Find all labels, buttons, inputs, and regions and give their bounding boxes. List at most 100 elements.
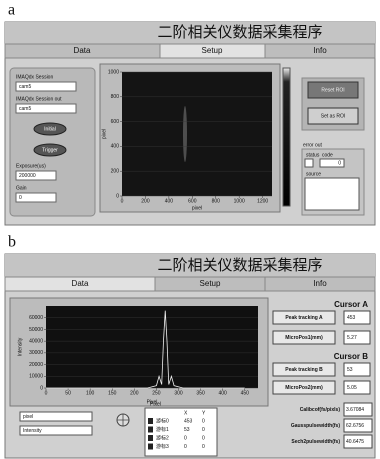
result-value: 62.6756 xyxy=(346,423,364,429)
cluster-label: error out xyxy=(303,142,323,148)
x-tick-label: 1200 xyxy=(257,198,268,204)
cell: 453 xyxy=(184,418,193,424)
table-title: Pixel xyxy=(150,401,161,407)
y-tick-label: 10000 xyxy=(29,374,43,380)
x-tick-label: 600 xyxy=(188,198,197,204)
y-tick-label: 0 xyxy=(40,385,43,391)
y-tick-label: 0 xyxy=(116,193,119,199)
button-label[interactable]: Initial xyxy=(44,126,56,132)
y-tick-label: 60000 xyxy=(29,315,43,321)
x-tick-label: 400 xyxy=(218,390,227,396)
numeric-field[interactable] xyxy=(16,193,56,202)
app-title: 二阶相关仪数据采集程序 xyxy=(157,257,322,274)
button-label[interactable]: Set as ROI xyxy=(321,113,345,119)
beam-spot xyxy=(183,106,187,162)
tab-label[interactable]: Data xyxy=(72,279,89,288)
result-label: Sech2pulsewidth(fs) xyxy=(291,439,340,445)
cursor-name: 游标3 xyxy=(156,443,169,450)
y-tick-label: 40000 xyxy=(29,338,43,344)
cursor-swatch xyxy=(148,427,153,433)
tab-label[interactable]: Setup xyxy=(202,46,223,55)
field-label: source xyxy=(306,171,321,177)
cell: 0 xyxy=(202,444,205,450)
x-tick-label: 250 xyxy=(152,390,161,396)
button-label[interactable]: Trigger xyxy=(42,147,58,153)
field-value: 0 xyxy=(338,160,341,166)
button-label[interactable]: Peak tracking B xyxy=(285,367,323,373)
panel-label: a xyxy=(8,2,15,19)
field-label: MicroPos1(mm) xyxy=(285,335,323,341)
x-tick-label: 300 xyxy=(174,390,183,396)
field-value: 453 xyxy=(347,315,356,321)
camera-image xyxy=(122,72,272,196)
y-axis-label: Intensity xyxy=(17,337,23,356)
field-label: Exposure(us) xyxy=(16,163,46,169)
field-value: 5.27 xyxy=(347,335,357,341)
y-tick-label: 800 xyxy=(111,94,120,100)
y-tick-label: 200 xyxy=(111,169,120,175)
y-tick-label: 20000 xyxy=(29,362,43,368)
results: Calibcof(fs/pixls) 3.67084 Gausspulsewidth… xyxy=(291,403,372,448)
y-tick-label: 400 xyxy=(111,144,120,150)
field-value[interactable]: 200000 xyxy=(19,173,36,179)
x-tick-label: 1000 xyxy=(234,198,245,204)
field-label: Gain xyxy=(16,185,27,191)
result-label: Gausspulsewidth(fs) xyxy=(291,423,341,429)
plot-area xyxy=(46,306,258,388)
screenshot: a 二阶相关仪数据采集程序 Data Setup Info IMAQdx Ses… xyxy=(0,0,380,459)
field-value: cam5 xyxy=(19,106,31,112)
cell: 53 xyxy=(184,427,190,433)
x-tick-label: 150 xyxy=(108,390,117,396)
field-label: MicroPos2(mm) xyxy=(285,385,323,391)
cursor-name: 游标1 xyxy=(156,426,169,433)
x-axis-label: pixel xyxy=(192,205,202,211)
field-value[interactable]: 0 xyxy=(19,195,22,201)
result-value: 3.67084 xyxy=(346,407,364,413)
y-tick-label: 1000 xyxy=(108,69,119,75)
x-tick-label: 350 xyxy=(196,390,205,396)
cell: 0 xyxy=(202,435,205,441)
section-header: Cursor A xyxy=(334,300,368,309)
y-tick-label: 50000 xyxy=(29,327,43,333)
x-tick-label: 800 xyxy=(212,198,221,204)
cursor-swatch xyxy=(148,444,153,450)
button-label[interactable]: Peak tracking A xyxy=(285,315,323,321)
y-axis-label: pixel xyxy=(101,129,107,139)
y-tick-label: 30000 xyxy=(29,350,43,356)
field-label: IMAQdx Session xyxy=(16,74,53,80)
text-field xyxy=(305,178,359,210)
selector-label[interactable]: pixel xyxy=(23,414,33,420)
tab-label[interactable]: Data xyxy=(74,46,91,55)
panel-label: b xyxy=(8,234,16,251)
tab-label[interactable]: Info xyxy=(313,279,327,288)
x-tick-label: 100 xyxy=(86,390,95,396)
x-tick-label: 200 xyxy=(141,198,150,204)
result-label: Calibcof(fs/pixls) xyxy=(300,407,341,413)
field-label: code xyxy=(322,152,333,158)
tab-label[interactable]: Setup xyxy=(200,279,221,288)
field-label: IMAQdx Session out xyxy=(16,96,62,102)
cursor-name: 游标0 xyxy=(156,417,169,424)
cell: 0 xyxy=(202,418,205,424)
result-value: 40.6475 xyxy=(346,439,364,445)
cell: 0 xyxy=(202,427,205,433)
cell: 0 xyxy=(184,435,187,441)
x-tick-label: 200 xyxy=(130,390,139,396)
color-scale xyxy=(283,68,290,206)
y-tick-label: 600 xyxy=(111,119,120,125)
field-value[interactable]: cam5 xyxy=(19,84,31,90)
x-tick-label: 50 xyxy=(65,390,71,396)
cursor-name: 游标2 xyxy=(156,434,169,441)
app-title: 二阶相关仪数据采集程序 xyxy=(157,24,322,41)
cursor-table: Pixel XY游标04530游标1530游标200游标300 xyxy=(145,401,217,456)
button-label[interactable]: Reset ROI xyxy=(321,87,344,93)
x-tick-label: 400 xyxy=(165,198,174,204)
selector-label[interactable]: Intensity xyxy=(23,428,42,434)
tab-label[interactable]: Info xyxy=(313,46,327,55)
field-value: 5.05 xyxy=(347,385,357,391)
status-indicator xyxy=(305,159,313,167)
cell: 0 xyxy=(184,444,187,450)
cursor-swatch xyxy=(148,435,153,441)
field-value: 53 xyxy=(347,367,353,373)
x-tick-label: 450 xyxy=(241,390,250,396)
